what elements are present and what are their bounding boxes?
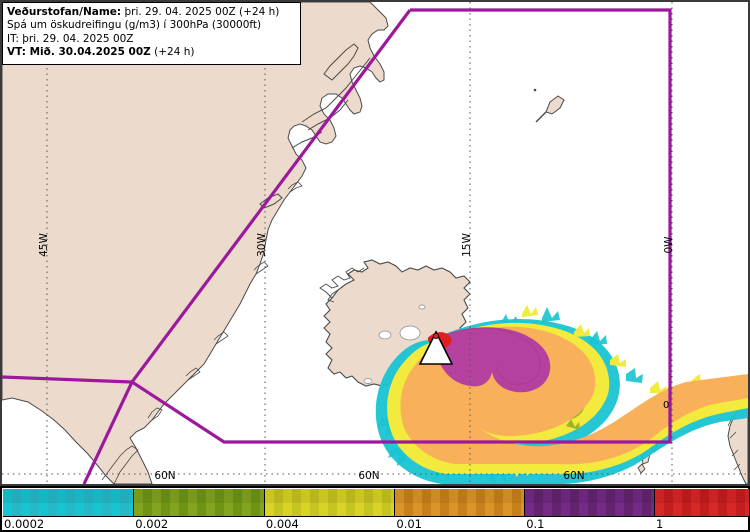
colorbar-band-1 (654, 489, 749, 516)
colorbar-band-dither (134, 489, 264, 516)
jan-mayen-island (533, 88, 565, 123)
colorbar-tick-1: 1 (656, 517, 664, 531)
volcano-marker[interactable] (418, 330, 454, 365)
concentration-colorbar: 0.0002 0.002 0.004 0.01 0.1 1 (0, 486, 750, 532)
fir-west-leg (2, 375, 133, 384)
header-line-description: Spá um öskudreifingu (g/m3) í 300hPa (30… (7, 19, 262, 32)
header-valid-value: (+24 h) (150, 46, 195, 59)
header-line-valid-time: VT: Mið. 30.04.2025 00Z (+24 h) (7, 46, 296, 59)
colorbar-band-0.002 (134, 489, 265, 516)
header-line-name: Veðurstofan/Name: þri. 29. 04. 2025 00Z … (7, 6, 296, 19)
meridian-label-45w: 45W (38, 233, 50, 257)
colorbar-band-dither (525, 489, 654, 516)
header-name-value: þri. 29. 04. 2025 00Z (+24 h) (121, 6, 280, 18)
greenland-landmass (2, 2, 389, 484)
meridian-label-0w: 0W (663, 236, 675, 254)
fir-boundary (2, 8, 672, 484)
header-name-label: Veðurstofan/Name: (7, 6, 122, 18)
colorbar-band-dither (654, 489, 749, 516)
colorbar-band-0.004 (264, 489, 396, 516)
colorbar-tick-labels: 0.0002 0.002 0.004 0.01 0.1 1 (2, 517, 748, 532)
colorbar-separator (3, 516, 749, 517)
graticule-labels: 45W 30W 15W 0W 60N 60N 60N 0 (38, 233, 675, 482)
forecast-info-box: Veðurstofan/Name: þri. 29. 04. 2025 00Z … (2, 2, 301, 65)
corner-value-label: 0 (663, 400, 669, 411)
colorbar-band-dither (3, 489, 134, 516)
parallel-label-60n-center: 60N (358, 470, 379, 482)
graticule (2, 2, 748, 484)
meridian-label-30w: 30W (256, 233, 268, 257)
fir-main-polygon (129, 8, 672, 444)
greenland-northeast-coast (259, 43, 359, 209)
colorbar-band-0.1 (525, 489, 655, 516)
forecast-map[interactable]: 45W 30W 15W 0W 60N 60N 60N 0 Veð (0, 0, 750, 486)
meridian-label-15w: 15W (461, 233, 473, 257)
header-valid-label: VT: Mið. 30.04.2025 00Z (7, 46, 151, 59)
colorbar-tick-0.004: 0.004 (265, 517, 299, 531)
colorbar-tick-0.01: 0.01 (396, 517, 422, 531)
colorbar-band-0.0002 (3, 489, 135, 516)
colorbar-band-dither (264, 489, 395, 516)
parallel-label-60n-east: 60N (563, 470, 584, 482)
colorbar-tick-0.1: 0.1 (526, 517, 545, 531)
colorbar-band-0.01 (395, 489, 526, 516)
header-line-issue-time: IT: þri. 29. 04. 2025 00Z (7, 32, 134, 45)
parallel-label-60n-west: 60N (154, 470, 175, 482)
colorbar-band-dither (395, 489, 525, 516)
map-canvas: 45W 30W 15W 0W 60N 60N 60N 0 (2, 2, 748, 484)
colorbar-bands (3, 489, 749, 516)
colorbar-tick-0.002: 0.002 (135, 517, 169, 531)
colorbar-tick-0.0002: 0.0002 (4, 517, 45, 531)
fir-south-leg (82, 381, 134, 484)
